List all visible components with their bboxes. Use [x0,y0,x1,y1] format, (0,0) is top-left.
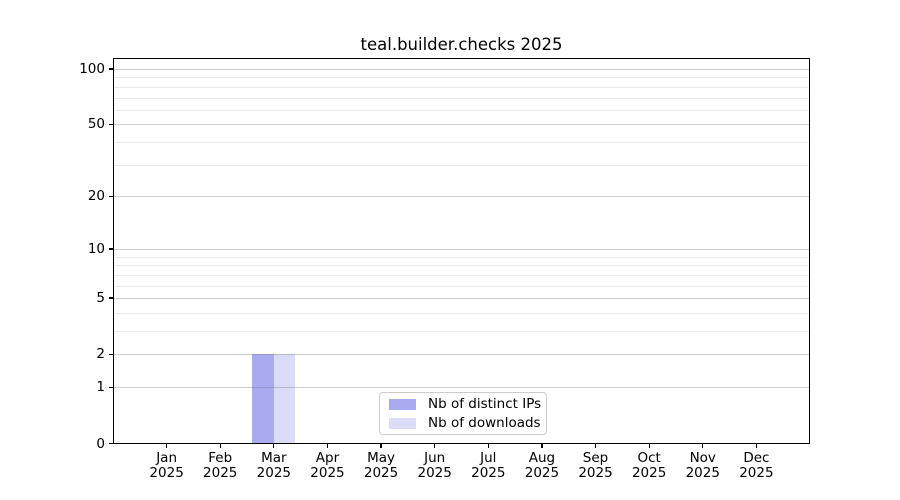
y-tick-label-20: 20 [87,188,105,205]
x-tick-label-feb-2025: Feb 2025 [178,451,262,481]
minor-gridline-70 [114,97,809,99]
x-tick-label-line: Jan [156,450,178,466]
y-tick-label-5: 5 [96,290,105,307]
legend-swatch-distinct-ips [389,398,416,410]
y-tick-label-0: 0 [96,435,105,452]
minor-gridline-90 [114,77,809,79]
y-tickmark-20 [109,195,113,198]
x-tick-label-line: Nov [689,450,716,466]
x-tick-label-line: 2025 [149,465,184,481]
x-tickmark-nov-2025 [702,443,704,448]
x-tick-label-line: Dec [743,450,770,466]
x-tick-label-line: 2025 [363,465,399,481]
major-gridline-50 [114,124,809,126]
minor-gridline-30 [114,164,809,166]
legend-item-downloads: Nb of downloads [389,415,541,431]
x-tick-label-sep-2025: Sep 2025 [554,451,638,481]
x-tickmark-oct-2025 [648,443,650,448]
x-tick-label-oct-2025: Oct 2025 [607,451,691,481]
y-tickmark-50 [109,123,113,126]
x-tick-label-jul-2025: Jul 2025 [446,451,530,481]
x-tick-label-line: Oct [637,450,661,466]
y-tickmark-5 [109,297,113,299]
minor-gridline-6 [114,285,809,287]
x-tick-label-line: Aug [528,450,556,466]
x-tick-label-line: 2025 [471,465,506,481]
x-tick-label-line: Mar [261,450,287,466]
minor-gridline-80 [114,86,809,88]
x-tick-label-apr-2025: Apr 2025 [285,451,369,481]
x-tick-label-line: Jun [424,450,446,466]
y-tickmark-10 [109,248,113,250]
y-tickmark-2 [109,353,113,356]
minor-gridline-7 [114,274,809,276]
x-tick-label-mar-2025: Mar 2025 [232,451,316,481]
x-tick-label-may-2025: May 2025 [339,451,423,481]
plot-border [113,58,810,444]
x-tick-label-jan-2025: Jan 2025 [125,451,209,481]
minor-gridline-9 [114,256,809,258]
x-tick-label-nov-2025: Nov 2025 [661,451,745,481]
x-tick-label-line: 2025 [739,465,774,481]
bar-nb-of-downloads-mar-2025 [273,354,296,444]
x-tick-label-line: Feb [208,450,233,466]
x-tickmark-apr-2025 [326,443,329,448]
x-tick-label-line: 2025 [310,465,345,481]
x-tick-label-line: 2025 [417,465,452,481]
x-tick-label-aug-2025: Aug 2025 [500,451,584,481]
x-tick-label-line: 2025 [203,465,238,481]
x-tick-label-line: Apr [315,450,340,466]
y-tick-label-10: 10 [87,240,105,257]
minor-gridline-4 [114,312,809,314]
x-tick-label-line: 2025 [685,465,720,481]
major-gridline-10 [114,248,809,250]
x-tick-label-line: Jul [480,450,497,466]
x-tick-label-line: 2025 [256,465,292,481]
x-tickmark-may-2025 [380,443,382,448]
y-tick-label-50: 50 [87,116,105,133]
x-tickmark-aug-2025 [541,443,543,448]
x-tickmark-feb-2025 [219,443,221,448]
legend-label-distinct-ips: Nb of distinct IPs [428,396,542,412]
minor-gridline-3 [114,330,809,332]
legend: Nb of distinct IPs Nb of downloads [379,392,547,435]
y-tickmark-1 [109,386,113,388]
x-tick-label-line: May [367,450,396,466]
legend-label-downloads: Nb of downloads [428,415,541,431]
bar-nb-of-distinct-ips-mar-2025 [252,354,274,444]
major-gridline-1 [114,387,809,389]
y-tickmark-0 [109,442,113,445]
major-gridline-20 [114,196,809,198]
y-tickmark-100 [109,68,113,70]
minor-gridline-40 [114,142,809,144]
x-tick-label-line: 2025 [578,465,613,481]
y-tick-label-100: 100 [79,60,105,77]
legend-item-distinct-ips: Nb of distinct IPs [389,396,541,412]
y-tick-label-1: 1 [96,379,105,396]
y-tick-label-2: 2 [96,346,105,363]
x-tickmark-dec-2025 [755,443,758,448]
minor-gridline-60 [114,109,809,111]
x-tickmark-jun-2025 [434,443,436,448]
major-gridline-5 [114,298,809,300]
legend-swatch-downloads [389,417,416,429]
major-gridline-2 [114,354,809,356]
x-tickmark-jul-2025 [487,443,489,448]
x-tick-label-dec-2025: Dec 2025 [714,451,798,481]
x-tick-label-jun-2025: Jun 2025 [393,451,477,481]
chart-title: teal.builder.checks 2025 [360,35,563,54]
x-tickmark-jan-2025 [165,443,168,448]
x-tick-label-line: 2025 [524,465,560,481]
minor-gridline-8 [114,265,809,267]
x-tick-label-line: 2025 [631,465,667,481]
major-gridline-100 [114,68,809,70]
x-tickmark-mar-2025 [273,443,275,448]
x-tick-label-line: Sep [582,450,609,466]
x-tickmark-sep-2025 [594,443,597,448]
